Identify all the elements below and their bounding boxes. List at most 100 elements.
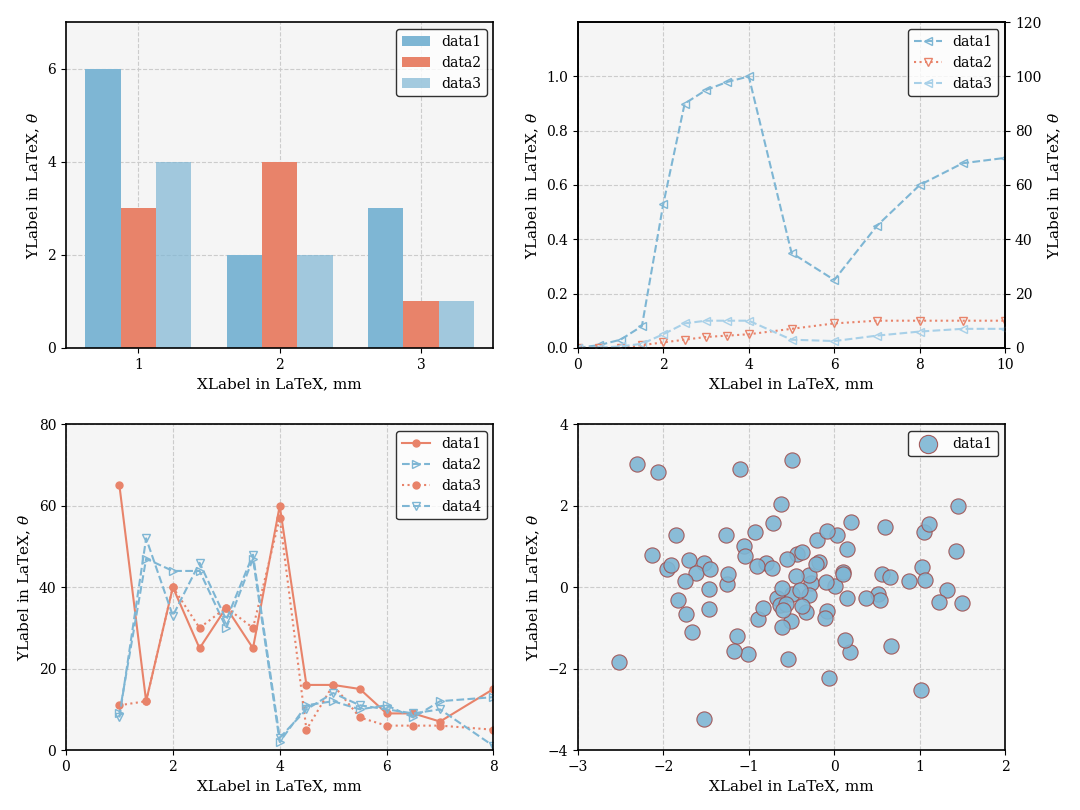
data1	[113, 480, 126, 490]
data1	[649, 465, 666, 478]
data1	[629, 458, 646, 471]
Line: data2: data2	[573, 317, 1010, 352]
data3	[742, 316, 755, 326]
data3	[615, 342, 627, 352]
data1	[916, 573, 933, 586]
data1	[719, 567, 737, 580]
data4	[220, 615, 233, 625]
data1	[300, 680, 313, 690]
data1	[811, 556, 828, 569]
data1	[931, 595, 948, 608]
data2	[571, 343, 584, 352]
data3	[380, 721, 393, 731]
data1	[816, 612, 834, 625]
Legend: data1, data2, data3: data1, data2, data3	[396, 29, 486, 96]
data4	[407, 709, 420, 718]
data2	[300, 701, 313, 710]
data2	[742, 330, 755, 339]
data1	[821, 672, 838, 685]
data1	[726, 645, 743, 658]
data1	[835, 568, 852, 581]
data1	[718, 578, 735, 590]
data2	[487, 693, 500, 702]
data3	[407, 721, 420, 731]
data1	[765, 517, 782, 530]
data1	[757, 556, 774, 569]
data1	[717, 528, 734, 541]
data4	[380, 705, 393, 714]
data1	[750, 612, 767, 625]
data2	[615, 343, 627, 352]
data2	[273, 737, 286, 747]
data3	[353, 713, 366, 723]
data2	[139, 554, 152, 564]
data1	[827, 275, 840, 285]
data1	[838, 592, 855, 605]
data1	[774, 603, 792, 616]
data1	[872, 593, 889, 606]
data1	[768, 591, 785, 604]
data1	[783, 588, 800, 601]
data1	[670, 594, 687, 607]
data1	[657, 199, 670, 209]
data4	[166, 611, 179, 620]
data3	[914, 326, 927, 336]
Y-axis label: YLabel in LaTeX, $\theta$: YLabel in LaTeX, $\theta$	[1047, 111, 1064, 258]
data4	[139, 534, 152, 544]
data2	[956, 316, 969, 326]
data1	[273, 501, 286, 510]
data1	[773, 582, 791, 595]
data1	[785, 248, 798, 258]
Line: data1: data1	[573, 72, 1010, 352]
data1	[913, 561, 930, 573]
data1	[780, 652, 797, 665]
data4	[246, 550, 259, 560]
data1	[700, 85, 713, 95]
data1	[728, 629, 745, 642]
Y-axis label: YLabel in LaTeX, $\theta$: YLabel in LaTeX, $\theta$	[524, 111, 541, 258]
data1	[353, 684, 366, 694]
data1	[701, 582, 718, 595]
data4	[433, 705, 446, 714]
data1	[739, 648, 756, 661]
data1	[782, 615, 799, 628]
data1	[793, 600, 810, 613]
data1	[764, 561, 781, 574]
data4	[326, 688, 339, 698]
data2	[593, 343, 606, 352]
data1	[702, 563, 719, 576]
Bar	[297, 255, 333, 347]
data1	[802, 577, 820, 590]
Bar	[262, 162, 297, 347]
data1	[659, 563, 676, 576]
data4	[487, 741, 500, 751]
data2	[721, 330, 734, 340]
data1	[731, 463, 748, 475]
data1	[139, 697, 152, 706]
data1	[837, 633, 854, 646]
data1	[818, 576, 835, 589]
data1	[615, 335, 627, 344]
data2	[166, 566, 179, 576]
data1	[839, 542, 856, 555]
data4	[193, 558, 206, 568]
Legend: data1: data1	[908, 432, 998, 457]
data1	[809, 533, 826, 546]
X-axis label: XLabel in LaTeX, mm: XLabel in LaTeX, mm	[710, 779, 874, 793]
data1	[735, 539, 753, 552]
data1	[870, 221, 883, 231]
data2	[353, 705, 366, 714]
data1	[869, 588, 887, 601]
data1	[771, 598, 788, 611]
data1	[956, 159, 969, 168]
data1	[667, 529, 685, 542]
data1	[800, 569, 818, 582]
Y-axis label: YLabel in LaTeX, $\theta$: YLabel in LaTeX, $\theta$	[26, 111, 42, 258]
data2	[914, 316, 927, 326]
data1	[694, 713, 712, 726]
data1	[433, 717, 446, 727]
data1	[900, 575, 917, 588]
X-axis label: XLabel in LaTeX, mm: XLabel in LaTeX, mm	[710, 377, 874, 391]
data3	[785, 335, 798, 344]
Bar	[403, 301, 438, 347]
